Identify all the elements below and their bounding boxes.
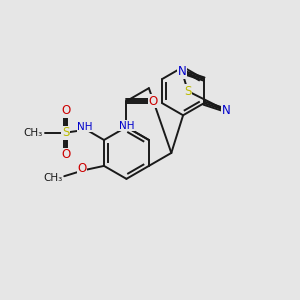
Text: S: S [184, 85, 191, 98]
Text: S: S [62, 126, 69, 139]
Text: CH₃: CH₃ [23, 128, 42, 138]
Text: O: O [148, 94, 158, 108]
Text: O: O [61, 148, 70, 161]
Text: N: N [221, 104, 230, 117]
Text: O: O [77, 162, 86, 175]
Text: O: O [61, 104, 70, 117]
Text: N: N [178, 65, 187, 78]
Text: CH₃: CH₃ [44, 173, 63, 183]
Text: NH: NH [77, 122, 93, 132]
Text: NH: NH [119, 121, 134, 130]
